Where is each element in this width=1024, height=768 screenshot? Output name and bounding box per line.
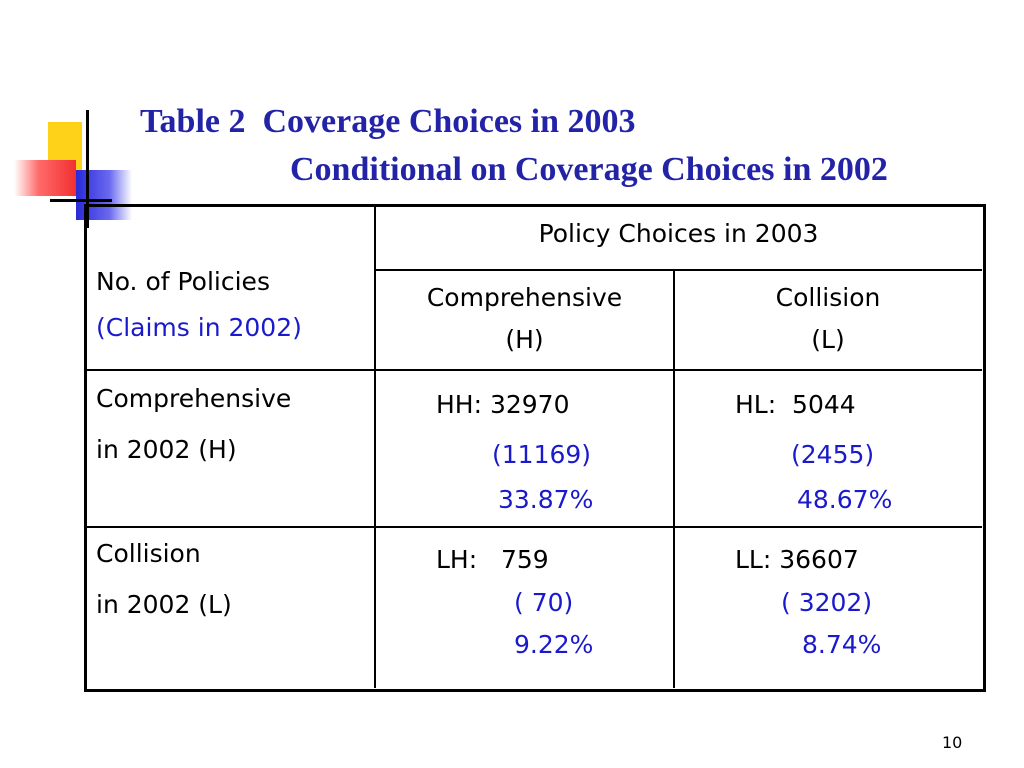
row-label: Collision: [96, 539, 201, 568]
cell-percent: 48.67%: [797, 485, 893, 514]
col-line: [673, 270, 675, 688]
cell-claims: (11169): [492, 440, 592, 469]
cell-count: HL: 5044: [735, 390, 856, 419]
deco-line-h: [50, 199, 112, 202]
corner-label: (Claims in 2002): [96, 313, 302, 342]
group-header: Policy Choices in 2003: [538, 219, 819, 248]
row-label: Comprehensive: [96, 384, 292, 413]
cell-percent: 33.87%: [498, 485, 594, 514]
row-label: in 2002 (L): [96, 590, 232, 619]
corner-label: No. of Policies: [96, 267, 270, 296]
table-border: [84, 204, 986, 692]
deco-red: [14, 160, 76, 196]
cell-percent: 9.22%: [514, 630, 594, 659]
column-header: (L): [811, 325, 845, 354]
row-label: in 2002 (H): [96, 435, 237, 464]
cell-count: LL: 36607: [735, 545, 859, 574]
cell-claims: (2455): [791, 440, 875, 469]
title-line-1: Table 2 Coverage Choices in 2003: [140, 103, 636, 140]
col-line: [374, 205, 376, 688]
cell-claims: ( 70): [514, 588, 574, 617]
cell-count: LH: 759: [436, 545, 549, 574]
cell-count: HH: 32970: [436, 390, 570, 419]
cell-claims: ( 3202): [781, 588, 873, 617]
title-line-2: Conditional on Coverage Choices in 2002: [290, 151, 888, 188]
row-line: [375, 269, 982, 271]
row-line: [86, 369, 982, 371]
cell-percent: 8.74%: [802, 630, 882, 659]
page-number: 10: [942, 733, 963, 752]
column-header: (H): [505, 325, 544, 354]
column-header: Collision: [775, 283, 881, 312]
row-line: [86, 526, 982, 528]
deco-line-v: [86, 110, 89, 228]
column-header: Comprehensive: [426, 283, 623, 312]
